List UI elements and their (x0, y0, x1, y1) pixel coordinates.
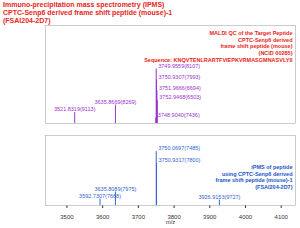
svg-text:3635.8089(7975): 3635.8089(7975) (94, 186, 136, 192)
svg-text:4100: 4100 (275, 214, 289, 220)
svg-text:3800: 3800 (167, 213, 181, 220)
svg-text:3592.7307(7668): 3592.7307(7668) (79, 193, 121, 199)
svg-text:iPMS of peptideusing CPTC-Senp: iPMS of peptideusing CPTC-Senp6 derivedf… (215, 164, 292, 190)
svg-text:3926.9153(9727): 3926.9153(9727) (198, 194, 240, 200)
svg-text:3752.9468(6503): 3752.9468(6503) (159, 94, 201, 100)
svg-text:4000: 4000 (239, 214, 253, 220)
html-text:Immuno-precipitation mass spec: Immuno-precipitation mass spectrometry (… (3, 1, 165, 8)
svg-text:3635.8669(8269): 3635.8669(8269) (94, 99, 136, 105)
svg-text:3751.9666(6694): 3751.9666(6694) (159, 85, 201, 91)
svg-text:3750.0697(7485): 3750.0697(7485) (158, 145, 200, 151)
svg-text:MALDI QC of the Target Peptide: MALDI QC of the Target PeptideCPTC-Senp6… (144, 30, 293, 62)
svg-text:3700: 3700 (132, 214, 146, 220)
svg-text:3750.9307(7993): 3750.9307(7993) (159, 74, 201, 80)
html-text:CPTC-Senp6 derived frame shift: CPTC-Senp6 derived frame shift peptide (… (3, 9, 173, 16)
svg-text:3500: 3500 (60, 214, 74, 220)
svg-text:3748.9040(7436): 3748.9040(7436) (158, 112, 200, 118)
svg-text:3600: 3600 (96, 214, 110, 220)
svg-text:3521.8319(9113): 3521.8319(9113) (54, 106, 96, 112)
svg-text:3750.9317(7800): 3750.9317(7800) (159, 157, 201, 163)
svg-text:m/z: m/z (166, 219, 176, 225)
html-text:(FSAI204-2D7): (FSAI204-2D7) (3, 17, 51, 24)
svg-text:3900: 3900 (203, 214, 217, 220)
svg-text:3749.9559(8107): 3749.9559(8107) (158, 63, 200, 69)
